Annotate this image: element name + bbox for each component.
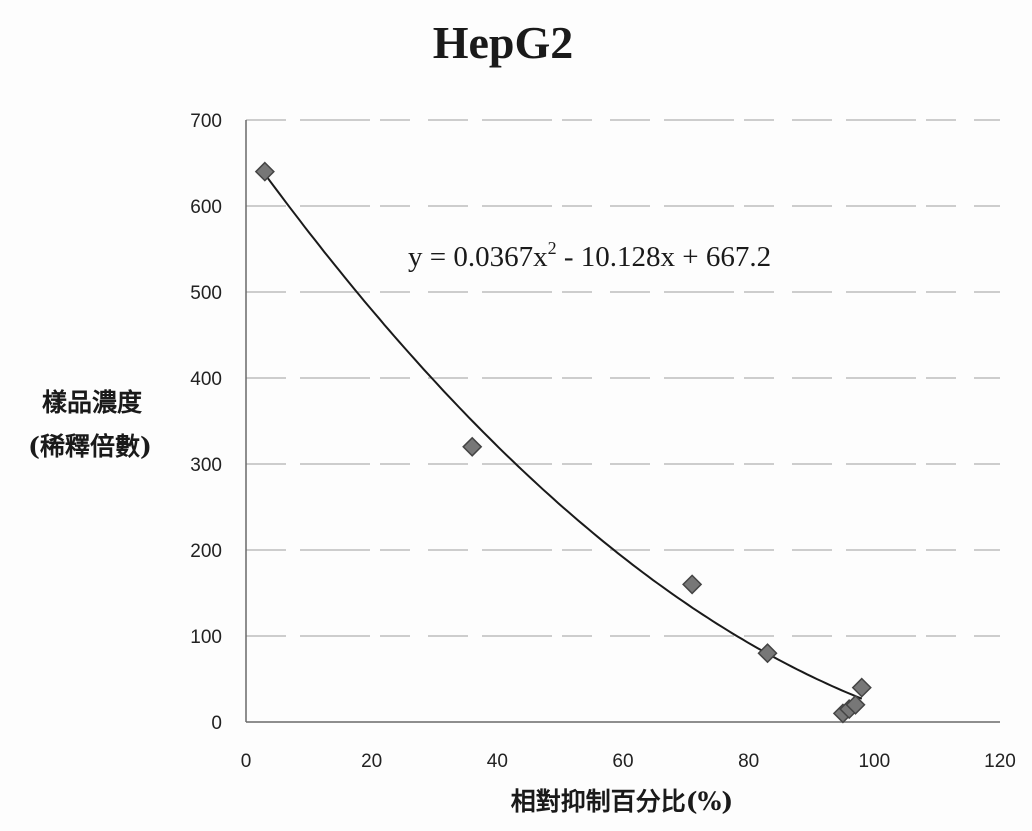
- x-tick-label: 60: [612, 751, 633, 772]
- y-tick-label: 500: [190, 283, 222, 304]
- x-tick-label: 100: [858, 751, 890, 772]
- y-tick-label: 0: [211, 713, 222, 734]
- chart-title: HepG2: [433, 17, 574, 68]
- data-point: [853, 679, 871, 697]
- y-tick-label: 400: [190, 369, 222, 390]
- x-tick-labels: 0 20 40 60 80 100 120: [241, 751, 1016, 772]
- data-point: [759, 644, 777, 662]
- data-point: [463, 438, 481, 456]
- y-axis-label-line2: (稀釋倍數): [28, 432, 152, 461]
- y-tick-label: 100: [190, 627, 222, 648]
- y-tick-label: 300: [190, 455, 222, 476]
- y-axis-label-line1: 樣品濃度: [42, 388, 142, 417]
- x-axis-label: 相對抑制百分比(%): [511, 787, 733, 816]
- data-point: [683, 575, 701, 593]
- x-tick-label: 80: [738, 751, 759, 772]
- x-tick-label: 20: [361, 751, 382, 772]
- y-tick-label: 600: [190, 197, 222, 218]
- x-tick-label: 0: [241, 751, 252, 772]
- data-point: [256, 163, 274, 181]
- gridlines: [246, 120, 1000, 636]
- y-tick-label: 700: [190, 111, 222, 132]
- x-tick-label: 40: [487, 751, 508, 772]
- trendline-equation: y = 0.0367x2 - 10.128x + 667.2: [408, 238, 771, 273]
- x-tick-label: 120: [984, 751, 1016, 772]
- y-tick-labels: 0 100 200 300 400 500 600 700: [190, 111, 222, 734]
- y-tick-label: 200: [190, 541, 222, 562]
